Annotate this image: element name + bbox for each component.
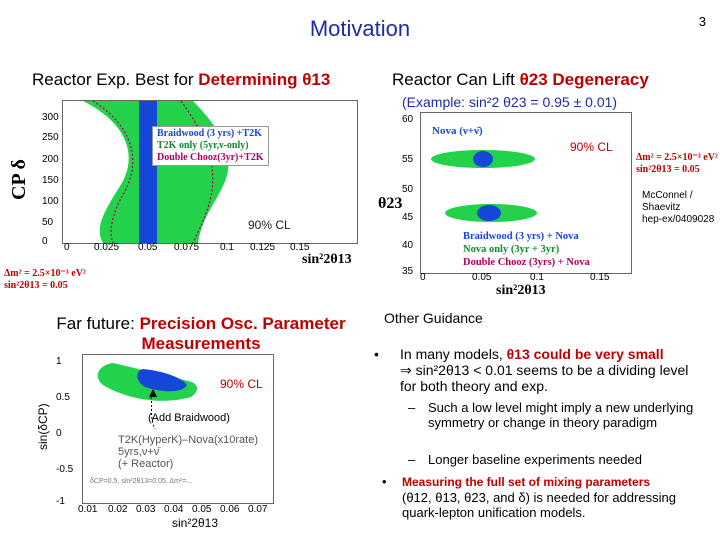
citation: McConnel / Shaevitz hep-ex/0409028 xyxy=(642,190,715,225)
right-top-y-label: θ23 xyxy=(378,195,403,212)
left-top-cl: 90% CL xyxy=(248,218,291,232)
right-top-x-label: sin²2θ13 xyxy=(496,283,546,298)
braidwood-t2k-band xyxy=(139,101,157,243)
bullet-2: • Measuring the full set of mixing param… xyxy=(382,474,676,520)
bullet-dot: • xyxy=(382,474,387,489)
left-top-y-label: CP δ xyxy=(8,159,30,200)
bullet-dot: • xyxy=(374,346,379,362)
right-top-heading: Reactor Can Lift θ23 Degeneracy xyxy=(392,70,649,89)
left-bottom-legend: T2K(HyperK)–Nova(x10rate) 5yrs,ν+ν̄ (+ R… xyxy=(118,434,258,470)
sub-bullet-2: – Longer baseline experiments needed xyxy=(408,452,642,467)
left-bottom-cl: 90% CL xyxy=(220,377,263,391)
left-top-legend: Braidwood (3 yrs) +T2K T2K only (5yr,ν-o… xyxy=(152,126,269,166)
page-number: 3 xyxy=(698,14,706,29)
slide-title: Motivation xyxy=(309,16,411,41)
double-chooz-contour-left xyxy=(92,101,134,243)
left-top-x-label: sin²2θ13 xyxy=(302,252,352,267)
add-braidwood-label: (Add Braidwood) xyxy=(148,412,230,424)
right-top-plot xyxy=(420,112,632,274)
braidwood-pointer xyxy=(150,396,156,430)
pointer-arrow-icon xyxy=(149,389,157,397)
right-top-cl: 90% CL xyxy=(570,140,613,154)
left-bottom-x-label: sin²2θ13 xyxy=(172,516,219,530)
right-top-example: (Example: sin²2 θ23 = 0.95 ± 0.01) xyxy=(402,94,618,110)
left-top-plot xyxy=(62,100,358,244)
left-bottom-plot xyxy=(82,354,274,504)
left-bottom-footnote: δCP=0.5, sin²2θ13=0.05, Δm²=... xyxy=(90,478,193,485)
braidwood-lower-region xyxy=(477,205,501,221)
left-bottom-y-label: sin(δCP) xyxy=(36,403,50,450)
left-top-params: Δm² = 2.5×10⁻³ eV² sin²2θ13 = 0.05 xyxy=(4,268,86,291)
left-top-heading: Reactor Exp. Best for Determining θ13 xyxy=(32,70,331,89)
bullet-1: • In many models, θ13 could be very smal… xyxy=(374,346,689,394)
right-top-legend: Braidwood (3 yrs) + Nova Nova only (3yr … xyxy=(463,231,590,268)
nova-label: Nova (ν+ν̄) xyxy=(432,125,483,137)
precision-region-inner xyxy=(137,369,187,392)
left-bottom-heading: Far future: Precision Osc. Parameter Mea… xyxy=(56,314,346,353)
other-guidance-heading: Other Guidance xyxy=(384,310,483,326)
sub-bullet-1: – Such a low level might imply a new und… xyxy=(408,400,694,430)
braidwood-upper-region xyxy=(473,151,493,167)
right-top-params: Δm² = 2.5×10⁻³ eV² sin²2θ13 = 0.05 xyxy=(636,152,718,175)
